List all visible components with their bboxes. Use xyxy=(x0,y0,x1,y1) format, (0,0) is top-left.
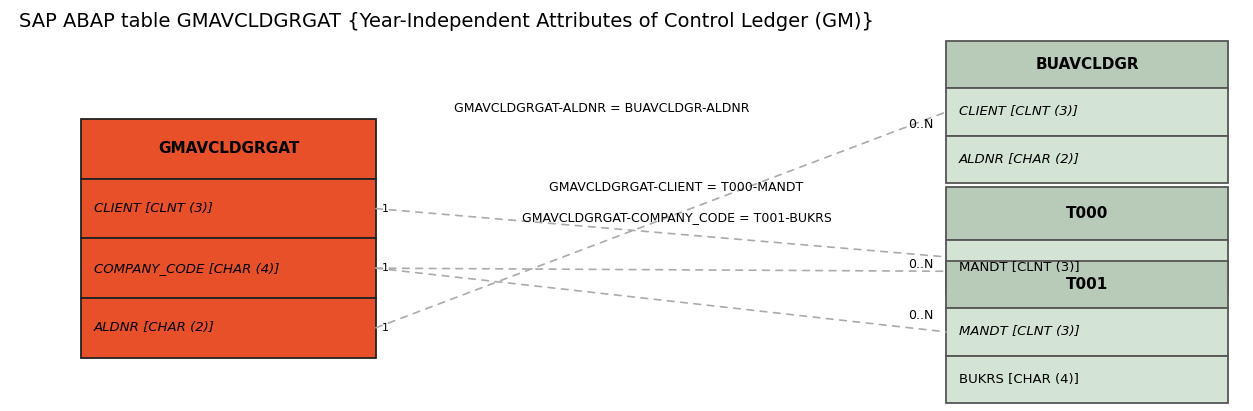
FancyBboxPatch shape xyxy=(946,356,1228,403)
Text: BUKRS [CHAR (4)]: BUKRS [CHAR (4)] xyxy=(959,373,1079,386)
Text: CLIENT [CLNT (3)]: CLIENT [CLNT (3)] xyxy=(959,106,1078,118)
Text: ALDNR [CHAR (2)]: ALDNR [CHAR (2)] xyxy=(94,321,214,334)
Text: 1: 1 xyxy=(382,323,390,333)
Text: 1: 1 xyxy=(382,203,390,214)
Text: BUAVCLDGR: BUAVCLDGR xyxy=(1035,57,1139,72)
FancyBboxPatch shape xyxy=(81,179,376,238)
FancyBboxPatch shape xyxy=(946,261,1228,308)
Text: T001: T001 xyxy=(1066,277,1108,292)
Text: MANDT [CLNT (3)]: MANDT [CLNT (3)] xyxy=(959,326,1079,338)
Text: GMAVCLDGRGAT-COMPANY_CODE = T001-BUKRS: GMAVCLDGRGAT-COMPANY_CODE = T001-BUKRS xyxy=(521,211,832,224)
Text: MANDT [CLNT (3)]: MANDT [CLNT (3)] xyxy=(959,261,1079,274)
Text: CLIENT [CLNT (3)]: CLIENT [CLNT (3)] xyxy=(94,202,213,215)
FancyBboxPatch shape xyxy=(81,119,376,179)
Text: 0..N: 0..N xyxy=(908,258,933,270)
Text: 1: 1 xyxy=(382,263,390,273)
Text: ALDNR [CHAR (2)]: ALDNR [CHAR (2)] xyxy=(959,153,1079,166)
Text: GMAVCLDGRGAT-CLIENT = T000-MANDT: GMAVCLDGRGAT-CLIENT = T000-MANDT xyxy=(550,180,803,194)
FancyBboxPatch shape xyxy=(946,308,1228,356)
FancyBboxPatch shape xyxy=(81,298,376,358)
FancyBboxPatch shape xyxy=(946,240,1228,294)
Text: T000: T000 xyxy=(1066,206,1108,221)
Text: GMAVCLDGRGAT-ALDNR = BUAVCLDGR-ALDNR: GMAVCLDGRGAT-ALDNR = BUAVCLDGR-ALDNR xyxy=(454,102,749,115)
Text: 0..N: 0..N xyxy=(908,309,933,322)
FancyBboxPatch shape xyxy=(946,136,1228,183)
FancyBboxPatch shape xyxy=(946,187,1228,240)
Text: GMAVCLDGRGAT: GMAVCLDGRGAT xyxy=(158,141,299,157)
FancyBboxPatch shape xyxy=(946,88,1228,136)
FancyBboxPatch shape xyxy=(81,238,376,298)
Text: 0..N: 0..N xyxy=(908,118,933,131)
Text: COMPANY_CODE [CHAR (4)]: COMPANY_CODE [CHAR (4)] xyxy=(94,262,279,275)
FancyBboxPatch shape xyxy=(946,41,1228,88)
Text: SAP ABAP table GMAVCLDGRGAT {Year-Independent Attributes of Control Ledger (GM)}: SAP ABAP table GMAVCLDGRGAT {Year-Indepe… xyxy=(19,12,873,31)
